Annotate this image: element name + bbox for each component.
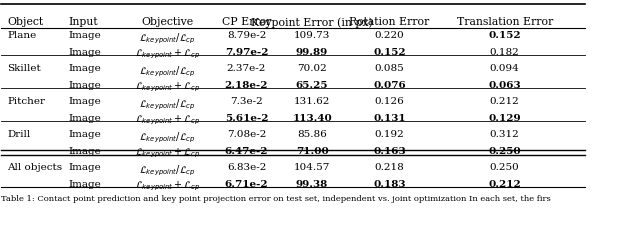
Text: Image: Image xyxy=(68,80,101,89)
Text: 0.183: 0.183 xyxy=(373,179,406,188)
Text: 0.212: 0.212 xyxy=(488,179,521,188)
Text: Image: Image xyxy=(68,179,101,188)
Text: 0.182: 0.182 xyxy=(490,48,520,56)
Text: Plane: Plane xyxy=(7,31,36,40)
Text: Image: Image xyxy=(68,163,101,171)
Text: Drill: Drill xyxy=(7,130,31,139)
Text: 0.152: 0.152 xyxy=(373,48,406,56)
Text: All objects: All objects xyxy=(7,163,62,171)
Text: 0.218: 0.218 xyxy=(374,163,404,171)
Text: 99.89: 99.89 xyxy=(296,48,328,56)
Text: $\mathcal{L}_{keypoint}/\mathcal{L}_{cp}$: $\mathcal{L}_{keypoint}/\mathcal{L}_{cp}… xyxy=(140,130,196,144)
Text: $\mathcal{L}_{keypoint} + \mathcal{L}_{cp}$: $\mathcal{L}_{keypoint} + \mathcal{L}_{c… xyxy=(135,48,200,61)
Text: 0.131: 0.131 xyxy=(373,113,406,122)
Text: Object: Object xyxy=(7,17,44,27)
Text: Input: Input xyxy=(68,17,98,27)
Text: 0.192: 0.192 xyxy=(374,130,404,139)
Text: $\mathcal{L}_{keypoint} + \mathcal{L}_{cp}$: $\mathcal{L}_{keypoint} + \mathcal{L}_{c… xyxy=(135,113,200,127)
Text: 99.38: 99.38 xyxy=(296,179,328,188)
Text: Objective: Objective xyxy=(141,17,194,27)
Text: 0.220: 0.220 xyxy=(374,31,404,40)
Text: 131.62: 131.62 xyxy=(294,97,330,106)
Text: $\mathcal{L}_{keypoint} + \mathcal{L}_{cp}$: $\mathcal{L}_{keypoint} + \mathcal{L}_{c… xyxy=(135,179,200,192)
Text: 109.73: 109.73 xyxy=(294,31,330,40)
Text: 65.25: 65.25 xyxy=(296,80,328,89)
Text: 0.063: 0.063 xyxy=(488,80,521,89)
Text: Image: Image xyxy=(68,130,101,139)
Text: $\mathcal{L}_{keypoint}/\mathcal{L}_{cp}$: $\mathcal{L}_{keypoint}/\mathcal{L}_{cp}… xyxy=(140,64,196,78)
Text: Image: Image xyxy=(68,64,101,73)
Text: $\mathcal{L}_{keypoint} + \mathcal{L}_{cp}$: $\mathcal{L}_{keypoint} + \mathcal{L}_{c… xyxy=(135,80,200,94)
Text: 70.02: 70.02 xyxy=(297,64,327,73)
Text: Translation Error: Translation Error xyxy=(456,17,553,27)
Text: 7.97e-2: 7.97e-2 xyxy=(225,48,268,56)
Text: 7.08e-2: 7.08e-2 xyxy=(227,130,266,139)
Text: Image: Image xyxy=(68,113,101,122)
Text: 2.37e-2: 2.37e-2 xyxy=(227,64,266,73)
Text: $\mathcal{L}_{keypoint}/\mathcal{L}_{cp}$: $\mathcal{L}_{keypoint}/\mathcal{L}_{cp}… xyxy=(140,97,196,111)
Text: 85.86: 85.86 xyxy=(297,130,327,139)
Text: 6.83e-2: 6.83e-2 xyxy=(227,163,266,171)
Text: 0.312: 0.312 xyxy=(490,130,520,139)
Text: $\mathcal{L}_{keypoint}/\mathcal{L}_{cp}$: $\mathcal{L}_{keypoint}/\mathcal{L}_{cp}… xyxy=(140,163,196,177)
Text: 0.076: 0.076 xyxy=(373,80,406,89)
Text: Image: Image xyxy=(68,48,101,56)
Text: 8.79e-2: 8.79e-2 xyxy=(227,31,266,40)
Text: Rotation Error: Rotation Error xyxy=(349,17,429,27)
Text: 0.129: 0.129 xyxy=(488,113,521,122)
Text: 0.163: 0.163 xyxy=(373,146,406,155)
Text: Pitcher: Pitcher xyxy=(7,97,45,106)
Text: 0.212: 0.212 xyxy=(490,97,520,106)
Text: 0.152: 0.152 xyxy=(488,31,521,40)
Text: Skillet: Skillet xyxy=(7,64,41,73)
Text: Image: Image xyxy=(68,31,101,40)
Text: 2.18e-2: 2.18e-2 xyxy=(225,80,268,89)
Text: Keypoint Error (in px): Keypoint Error (in px) xyxy=(252,17,373,28)
Text: 7.3e-2: 7.3e-2 xyxy=(230,97,263,106)
Text: 5.61e-2: 5.61e-2 xyxy=(225,113,268,122)
Text: Image: Image xyxy=(68,146,101,155)
Text: $\mathcal{L}_{keypoint}/\mathcal{L}_{cp}$: $\mathcal{L}_{keypoint}/\mathcal{L}_{cp}… xyxy=(140,31,196,45)
Text: 113.40: 113.40 xyxy=(292,113,332,122)
Text: 71.00: 71.00 xyxy=(296,146,328,155)
Text: 0.094: 0.094 xyxy=(490,64,520,73)
Text: 6.47e-2: 6.47e-2 xyxy=(225,146,268,155)
Text: Table 1: Contact point prediction and key point projection error on test set, in: Table 1: Contact point prediction and ke… xyxy=(1,194,551,202)
Text: $\mathcal{L}_{keypoint} + \mathcal{L}_{cp}$: $\mathcal{L}_{keypoint} + \mathcal{L}_{c… xyxy=(135,146,200,159)
Text: 104.57: 104.57 xyxy=(294,163,330,171)
Text: 0.085: 0.085 xyxy=(374,64,404,73)
Text: 0.250: 0.250 xyxy=(490,163,520,171)
Text: Image: Image xyxy=(68,97,101,106)
Text: CP Error: CP Error xyxy=(221,17,271,27)
Text: 6.71e-2: 6.71e-2 xyxy=(225,179,268,188)
Text: 0.126: 0.126 xyxy=(374,97,404,106)
Text: 0.250: 0.250 xyxy=(488,146,521,155)
